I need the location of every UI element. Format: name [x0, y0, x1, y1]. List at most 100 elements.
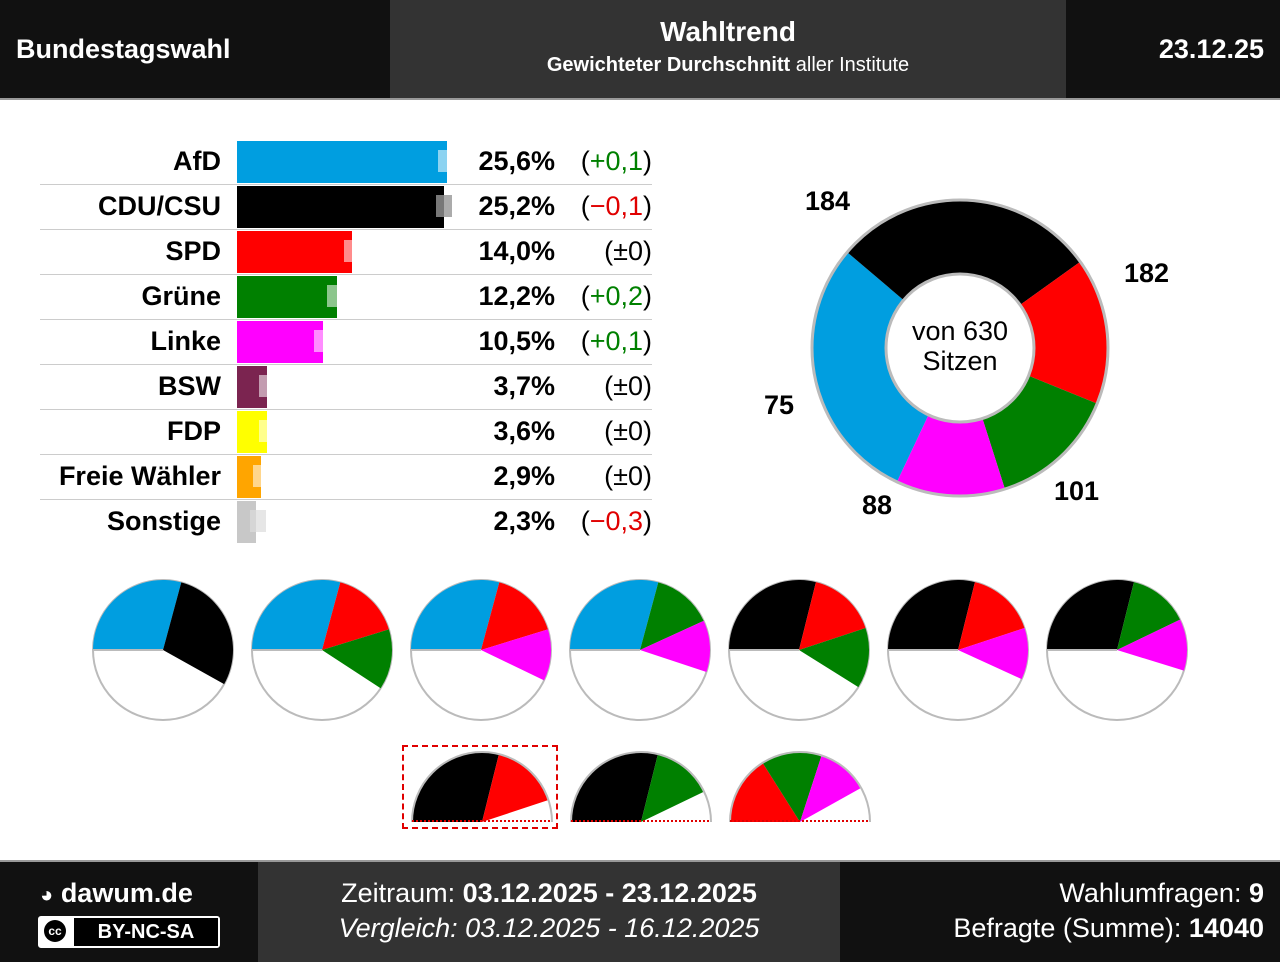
coalition-outline: [411, 751, 553, 823]
donut-center: [884, 272, 1036, 424]
license-badge[interactable]: cc BY-NC-SA: [38, 916, 220, 948]
footer-stats: Wahlumfragen: 9 Befragte (Summe): 14040: [953, 878, 1264, 948]
party-name: Grüne: [141, 281, 221, 311]
zeitraum-label: Zeitraum:: [341, 878, 463, 908]
license-text: BY-NC-SA: [74, 918, 218, 946]
page-title: Wahltrend: [660, 16, 796, 47]
coalition-chart: [887, 579, 1029, 721]
party-value: 12,2%: [478, 281, 555, 311]
coalition-slice: [1117, 619, 1187, 671]
seat-label-afd: 184: [805, 186, 851, 216]
seat-slice-2: [1020, 261, 1108, 404]
coalition-slice: [481, 582, 548, 650]
previous-value-marker: [258, 420, 275, 442]
site-name: dawum.de: [60, 878, 193, 908]
coalition-slice: [571, 752, 658, 822]
party-diff: (+0,1): [580, 146, 652, 176]
coalition-slice: [163, 582, 233, 685]
party-name: BSW: [158, 371, 221, 401]
coalition-chart: [410, 579, 552, 721]
seat-slice-3: [982, 375, 1098, 490]
befragte-value: 14040: [1188, 913, 1264, 943]
coalition-slice: [252, 580, 341, 650]
umfragen-label: Wahlumfragen:: [1059, 878, 1249, 908]
coalition-slice: [730, 762, 800, 822]
coalition-slice: [481, 629, 551, 681]
vergleich: Vergleich: 03.12.2025 - 16.12.2025: [258, 913, 840, 944]
party-value: 3,7%: [493, 371, 555, 401]
party-name: FDP: [167, 416, 221, 446]
coalition-chart: [251, 579, 393, 721]
seat-label-linke: 75: [764, 390, 795, 420]
party-row: Linke 10,5% (+0,1): [40, 320, 652, 365]
coalition-slice: [958, 628, 1028, 680]
seat-label-cdu: 182: [1124, 258, 1170, 288]
coalition-slice: [482, 754, 549, 822]
party-row: Freie Wähler 2,9% (±0): [40, 455, 652, 500]
footer-period: Zeitraum: 03.12.2025 - 23.12.2025 Vergle…: [258, 862, 840, 962]
previous-value-marker: [343, 240, 360, 262]
seat-label-gruene: 88: [862, 490, 893, 520]
party-row: FDP 3,6% (±0): [40, 410, 652, 455]
party-value: 25,6%: [478, 146, 555, 176]
party-bar: [237, 276, 338, 318]
party-bar: [237, 231, 352, 273]
party-row: AfD 25,6% (+0,1): [40, 140, 652, 185]
party-diff: (−0,3): [580, 506, 652, 536]
party-bar-chart: AfD 25,6% (+0,1) CDU/CSU 25,2% (−0,1) SPD 14,0%…: [40, 140, 652, 544]
site-logo[interactable]: ◕ dawum.de: [40, 878, 193, 909]
coalition-slice: [958, 582, 1025, 650]
header-date: 23.12.25: [1158, 34, 1264, 64]
coalition-chart: [1046, 579, 1188, 721]
party-row: BSW 3,7% (±0): [40, 365, 652, 410]
coalition-chart: [411, 751, 553, 823]
previous-value-marker: [314, 330, 331, 352]
coalition-slice: [888, 580, 975, 650]
party-value: 14,0%: [478, 236, 555, 266]
coalition-chart: [570, 751, 712, 823]
coalition-slice: [799, 628, 869, 688]
footer-brand: ◕ dawum.de cc BY-NC-SA: [0, 862, 258, 962]
cc-icon: cc: [44, 920, 66, 942]
party-bar: [237, 141, 447, 183]
donut-center-line2: Sitzen: [922, 346, 998, 376]
coalition-slice: [322, 582, 389, 650]
coalition-chart: [569, 579, 711, 721]
party-name: CDU/CSU: [97, 191, 221, 221]
coalition-slice: [762, 752, 822, 822]
header: Bundestagswahl Wahltrend Gewichteter Dur…: [0, 0, 1280, 100]
party-diff: (−0,1): [580, 191, 652, 221]
subtitle-rest: aller Institute: [790, 54, 910, 76]
donut-outline: [810, 198, 1110, 498]
coalition-slice: [1117, 582, 1181, 650]
party-diff: (+0,2): [580, 281, 652, 311]
coalition-slice: [411, 580, 500, 650]
party-name: Linke: [150, 326, 221, 356]
party-value: 10,5%: [478, 326, 555, 356]
coalition-chart: [92, 579, 234, 721]
party-row: Grüne 12,2% (+0,2): [40, 275, 652, 320]
party-bar: [237, 321, 324, 363]
header-election: Bundestagswahl: [16, 34, 231, 64]
coalition-slice: [93, 580, 182, 650]
party-row: SPD 14,0% (±0): [40, 230, 652, 275]
header-center: Wahltrend Gewichteter Durchschnitt aller…: [390, 0, 1066, 98]
coalition-slice: [640, 620, 710, 672]
party-name: Freie Wähler: [58, 461, 221, 491]
coalition-slice: [729, 580, 816, 650]
party-diff: (±0): [604, 416, 652, 446]
page-subtitle: Gewichteter Durchschnitt aller Institute: [390, 54, 1066, 77]
zeitraum-value: 03.12.2025 - 23.12.2025: [462, 878, 757, 908]
previous-value-marker: [436, 195, 453, 217]
seat-donut-chart: [810, 198, 1110, 498]
party-row: Sonstige 2,3% (−0,3): [40, 500, 652, 544]
party-diff: (+0,1): [580, 326, 652, 356]
coalition-slice: [800, 755, 862, 822]
party-name: AfD: [173, 146, 221, 176]
zeitraum: Zeitraum: 03.12.2025 - 23.12.2025: [258, 878, 840, 909]
coalition-highlight: [402, 745, 558, 829]
coalition-slice: [570, 580, 659, 650]
coalition-slice: [322, 629, 392, 689]
chart-logo-icon: ◕: [40, 882, 54, 907]
subtitle-bold: Gewichteter Durchschnitt: [546, 54, 791, 76]
